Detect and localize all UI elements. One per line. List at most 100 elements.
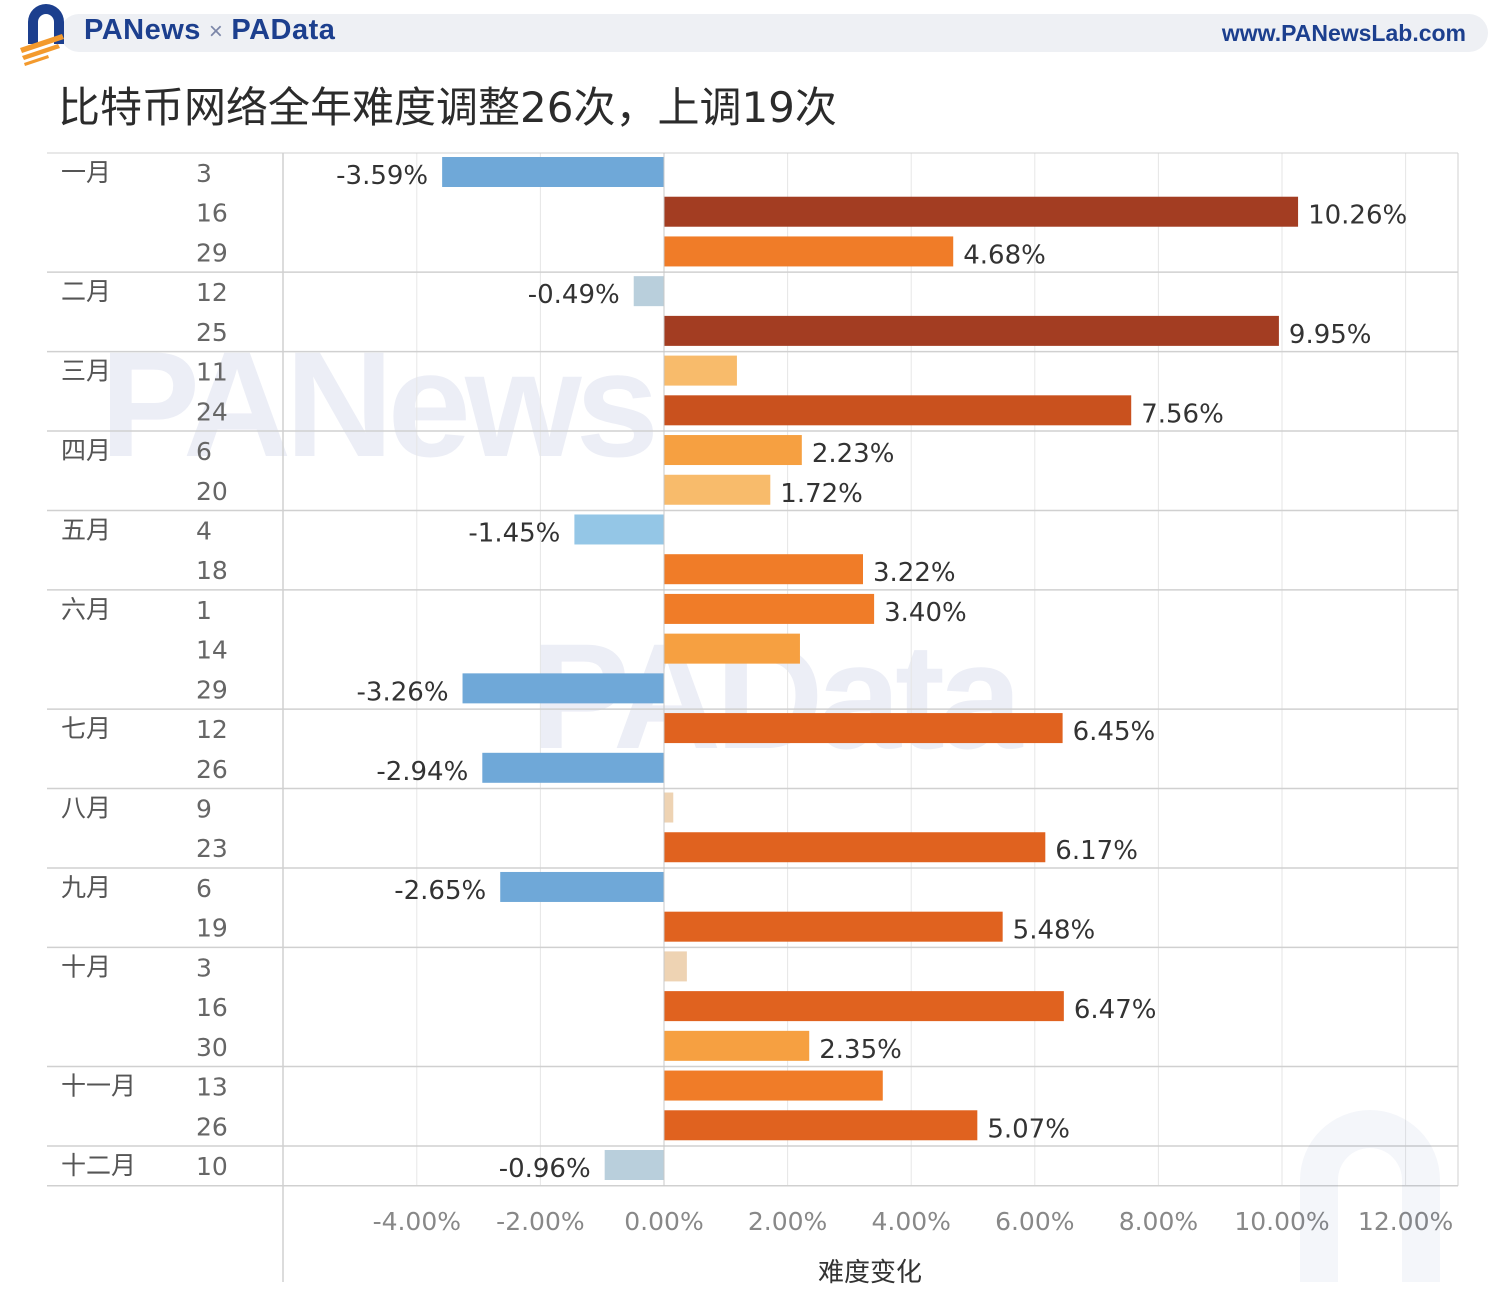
day-label: 26 xyxy=(196,755,228,784)
bar[interactable] xyxy=(633,276,664,307)
brand-panews: PANews xyxy=(84,14,201,46)
bar[interactable] xyxy=(604,1150,664,1180)
bar[interactable] xyxy=(574,514,664,545)
day-label: 6 xyxy=(196,437,212,466)
x-axis-title: 难度变化 xyxy=(817,1258,922,1288)
bar[interactable] xyxy=(664,196,1299,227)
day-label: 11 xyxy=(196,358,228,387)
bar[interactable] xyxy=(664,593,875,624)
site-url[interactable]: www.PANewsLab.com xyxy=(1221,20,1466,46)
month-label: 四月 xyxy=(61,436,111,465)
data-label: -2.65% xyxy=(394,876,486,906)
panews-logo-icon xyxy=(20,4,64,66)
data-label: 4.68% xyxy=(963,240,1046,270)
header-bar xyxy=(60,14,1488,52)
data-label: 6.17% xyxy=(1055,836,1138,866)
day-label: 9 xyxy=(196,795,212,824)
bar[interactable] xyxy=(664,633,800,664)
data-label: -3.59% xyxy=(336,161,428,191)
bar[interactable] xyxy=(664,911,1003,942)
day-label: 12 xyxy=(196,715,228,744)
data-label: 9.95% xyxy=(1289,320,1372,350)
bar[interactable] xyxy=(664,395,1132,426)
watermark-panews: PANews xyxy=(100,320,659,488)
bar[interactable] xyxy=(664,554,863,585)
x-tick-label: 10.00% xyxy=(1234,1207,1329,1236)
corner-logo-watermark-icon xyxy=(1300,1110,1440,1282)
bar[interactable] xyxy=(664,315,1279,346)
day-label: 23 xyxy=(196,834,228,863)
data-label: -2.94% xyxy=(376,757,468,787)
day-label: 4 xyxy=(196,516,212,545)
x-tick-label: -2.00% xyxy=(496,1207,584,1236)
day-label: 19 xyxy=(196,914,228,943)
bar[interactable] xyxy=(664,474,771,505)
bar[interactable] xyxy=(462,673,664,704)
month-label: 九月 xyxy=(61,873,111,902)
bar[interactable] xyxy=(664,1110,978,1141)
data-label: 3.40% xyxy=(884,598,967,628)
data-label: -3.26% xyxy=(357,677,449,707)
data-label: -0.49% xyxy=(528,280,620,310)
data-label: 3.22% xyxy=(873,558,956,588)
bar[interactable] xyxy=(664,713,1063,744)
month-label: 二月 xyxy=(61,277,111,306)
x-tick-label: 12.00% xyxy=(1358,1207,1453,1236)
day-label: 6 xyxy=(196,874,212,903)
day-label: 3 xyxy=(196,159,212,188)
brand-padata: PAData xyxy=(231,14,336,46)
month-label: 十月 xyxy=(61,952,111,981)
day-label: 29 xyxy=(196,675,228,704)
bar[interactable] xyxy=(664,355,737,386)
x-tick-label: 8.00% xyxy=(1119,1207,1198,1236)
bar[interactable] xyxy=(664,951,687,982)
month-label: 六月 xyxy=(61,595,111,624)
bar[interactable] xyxy=(664,832,1046,863)
data-label: 5.48% xyxy=(1013,916,1096,946)
bar[interactable] xyxy=(664,1030,810,1061)
day-label: 29 xyxy=(196,238,228,267)
data-label: 7.56% xyxy=(1141,399,1224,429)
data-label: 2.23% xyxy=(812,439,895,469)
month-label: 八月 xyxy=(61,794,111,823)
bar[interactable] xyxy=(664,236,954,267)
bar[interactable] xyxy=(482,752,664,783)
bar[interactable] xyxy=(664,435,802,466)
brand-title: PANews × PAData xyxy=(84,14,335,47)
data-label: -1.45% xyxy=(468,518,560,548)
bar[interactable] xyxy=(442,157,664,187)
month-label: 十一月 xyxy=(61,1072,136,1101)
month-label: 十二月 xyxy=(61,1151,136,1180)
day-label: 26 xyxy=(196,1112,228,1141)
month-label: 五月 xyxy=(61,515,111,544)
day-label: 30 xyxy=(196,1033,228,1062)
day-label: 18 xyxy=(196,556,228,585)
day-label: 1 xyxy=(196,596,212,625)
day-label: 16 xyxy=(196,993,228,1022)
month-label: 七月 xyxy=(61,714,111,743)
bar[interactable] xyxy=(664,991,1064,1022)
month-label: 三月 xyxy=(61,357,111,386)
brand-times: × xyxy=(208,18,224,45)
bar[interactable] xyxy=(664,792,674,823)
x-tick-label: 2.00% xyxy=(748,1207,827,1236)
bar[interactable] xyxy=(500,871,664,902)
data-label: 2.35% xyxy=(819,1035,902,1065)
data-label: 5.07% xyxy=(987,1114,1070,1144)
x-tick-label: -4.00% xyxy=(373,1207,461,1236)
day-label: 25 xyxy=(196,318,228,347)
day-label: 20 xyxy=(196,477,228,506)
day-label: 13 xyxy=(196,1073,228,1102)
data-label: 1.72% xyxy=(780,479,863,509)
x-tick-label: 6.00% xyxy=(995,1207,1074,1236)
day-label: 16 xyxy=(196,199,228,228)
data-label: 6.47% xyxy=(1074,995,1157,1025)
header: PANews × PAData www.PANewsLab.com xyxy=(0,0,1498,66)
chart-title: 比特币网络全年难度调整26次，上调19次 xyxy=(58,83,837,132)
day-label: 24 xyxy=(196,397,228,426)
day-label: 3 xyxy=(196,953,212,982)
bar[interactable] xyxy=(664,1070,883,1101)
month-label: 一月 xyxy=(61,158,111,187)
x-tick-label: 4.00% xyxy=(871,1207,950,1236)
